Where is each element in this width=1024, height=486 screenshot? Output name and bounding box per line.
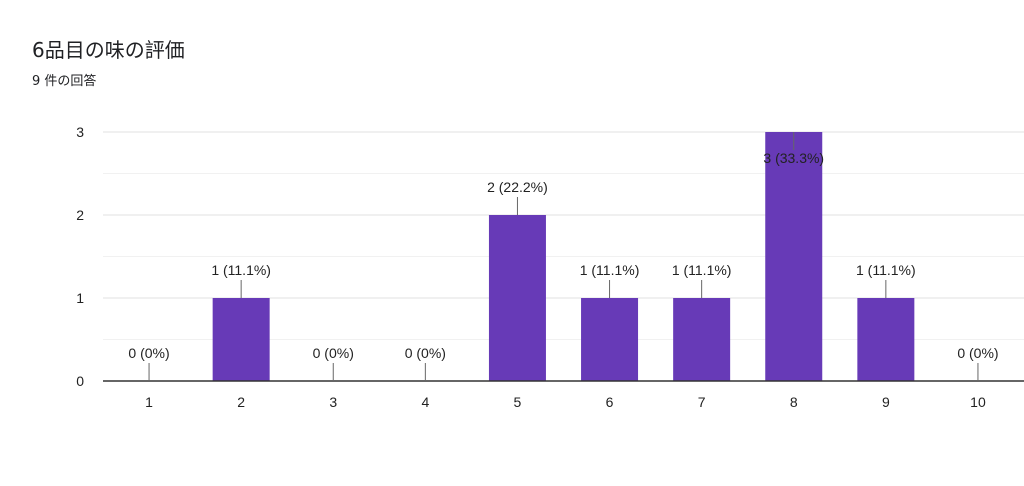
bar	[857, 298, 915, 381]
data-label: 1 (11.1%)	[856, 262, 916, 278]
x-tick-label: 9	[882, 394, 890, 410]
data-label: 0 (0%)	[957, 345, 998, 361]
response-count: 9 件の回答	[32, 74, 97, 89]
x-tick-label: 3	[329, 394, 337, 410]
data-label: 2 (22.2%)	[487, 179, 548, 195]
x-tick-label: 8	[790, 394, 798, 410]
x-tick-label: 7	[698, 394, 706, 410]
data-label: 0 (0%)	[405, 345, 446, 361]
data-label: 1 (11.1%)	[580, 262, 640, 278]
data-label: 1 (11.1%)	[211, 262, 271, 278]
bar	[765, 132, 823, 381]
x-tick-label: 6	[606, 394, 614, 410]
data-label: 3 (33.3%)	[763, 150, 824, 166]
chart-title: 6品目の味の評価	[32, 38, 185, 62]
bar	[212, 298, 270, 381]
x-tick-label: 10	[970, 394, 986, 410]
x-tick-label: 1	[145, 394, 153, 410]
data-label: 0 (0%)	[128, 345, 169, 361]
data-labels: 0 (0%) 1 (11.1%) 0 (0%) 0 (0%) 2 (22.2%) 1 (1…	[128, 132, 999, 381]
x-tick-label: 5	[514, 394, 522, 410]
data-label: 1 (11.1%)	[672, 262, 732, 278]
axes: 0 1 2 3 1 2 3 4 5 6 7 8 9 10	[76, 124, 1024, 410]
bars	[212, 132, 915, 381]
data-label: 0 (0%)	[313, 345, 354, 361]
y-tick-label: 2	[76, 207, 84, 223]
x-tick-label: 2	[237, 394, 245, 410]
y-tick-label: 0	[76, 373, 84, 389]
bar	[488, 215, 546, 381]
y-tick-label: 1	[76, 290, 84, 306]
bar	[673, 298, 731, 381]
bar	[581, 298, 639, 381]
x-tick-label: 4	[421, 394, 429, 410]
y-tick-label: 3	[76, 124, 84, 140]
